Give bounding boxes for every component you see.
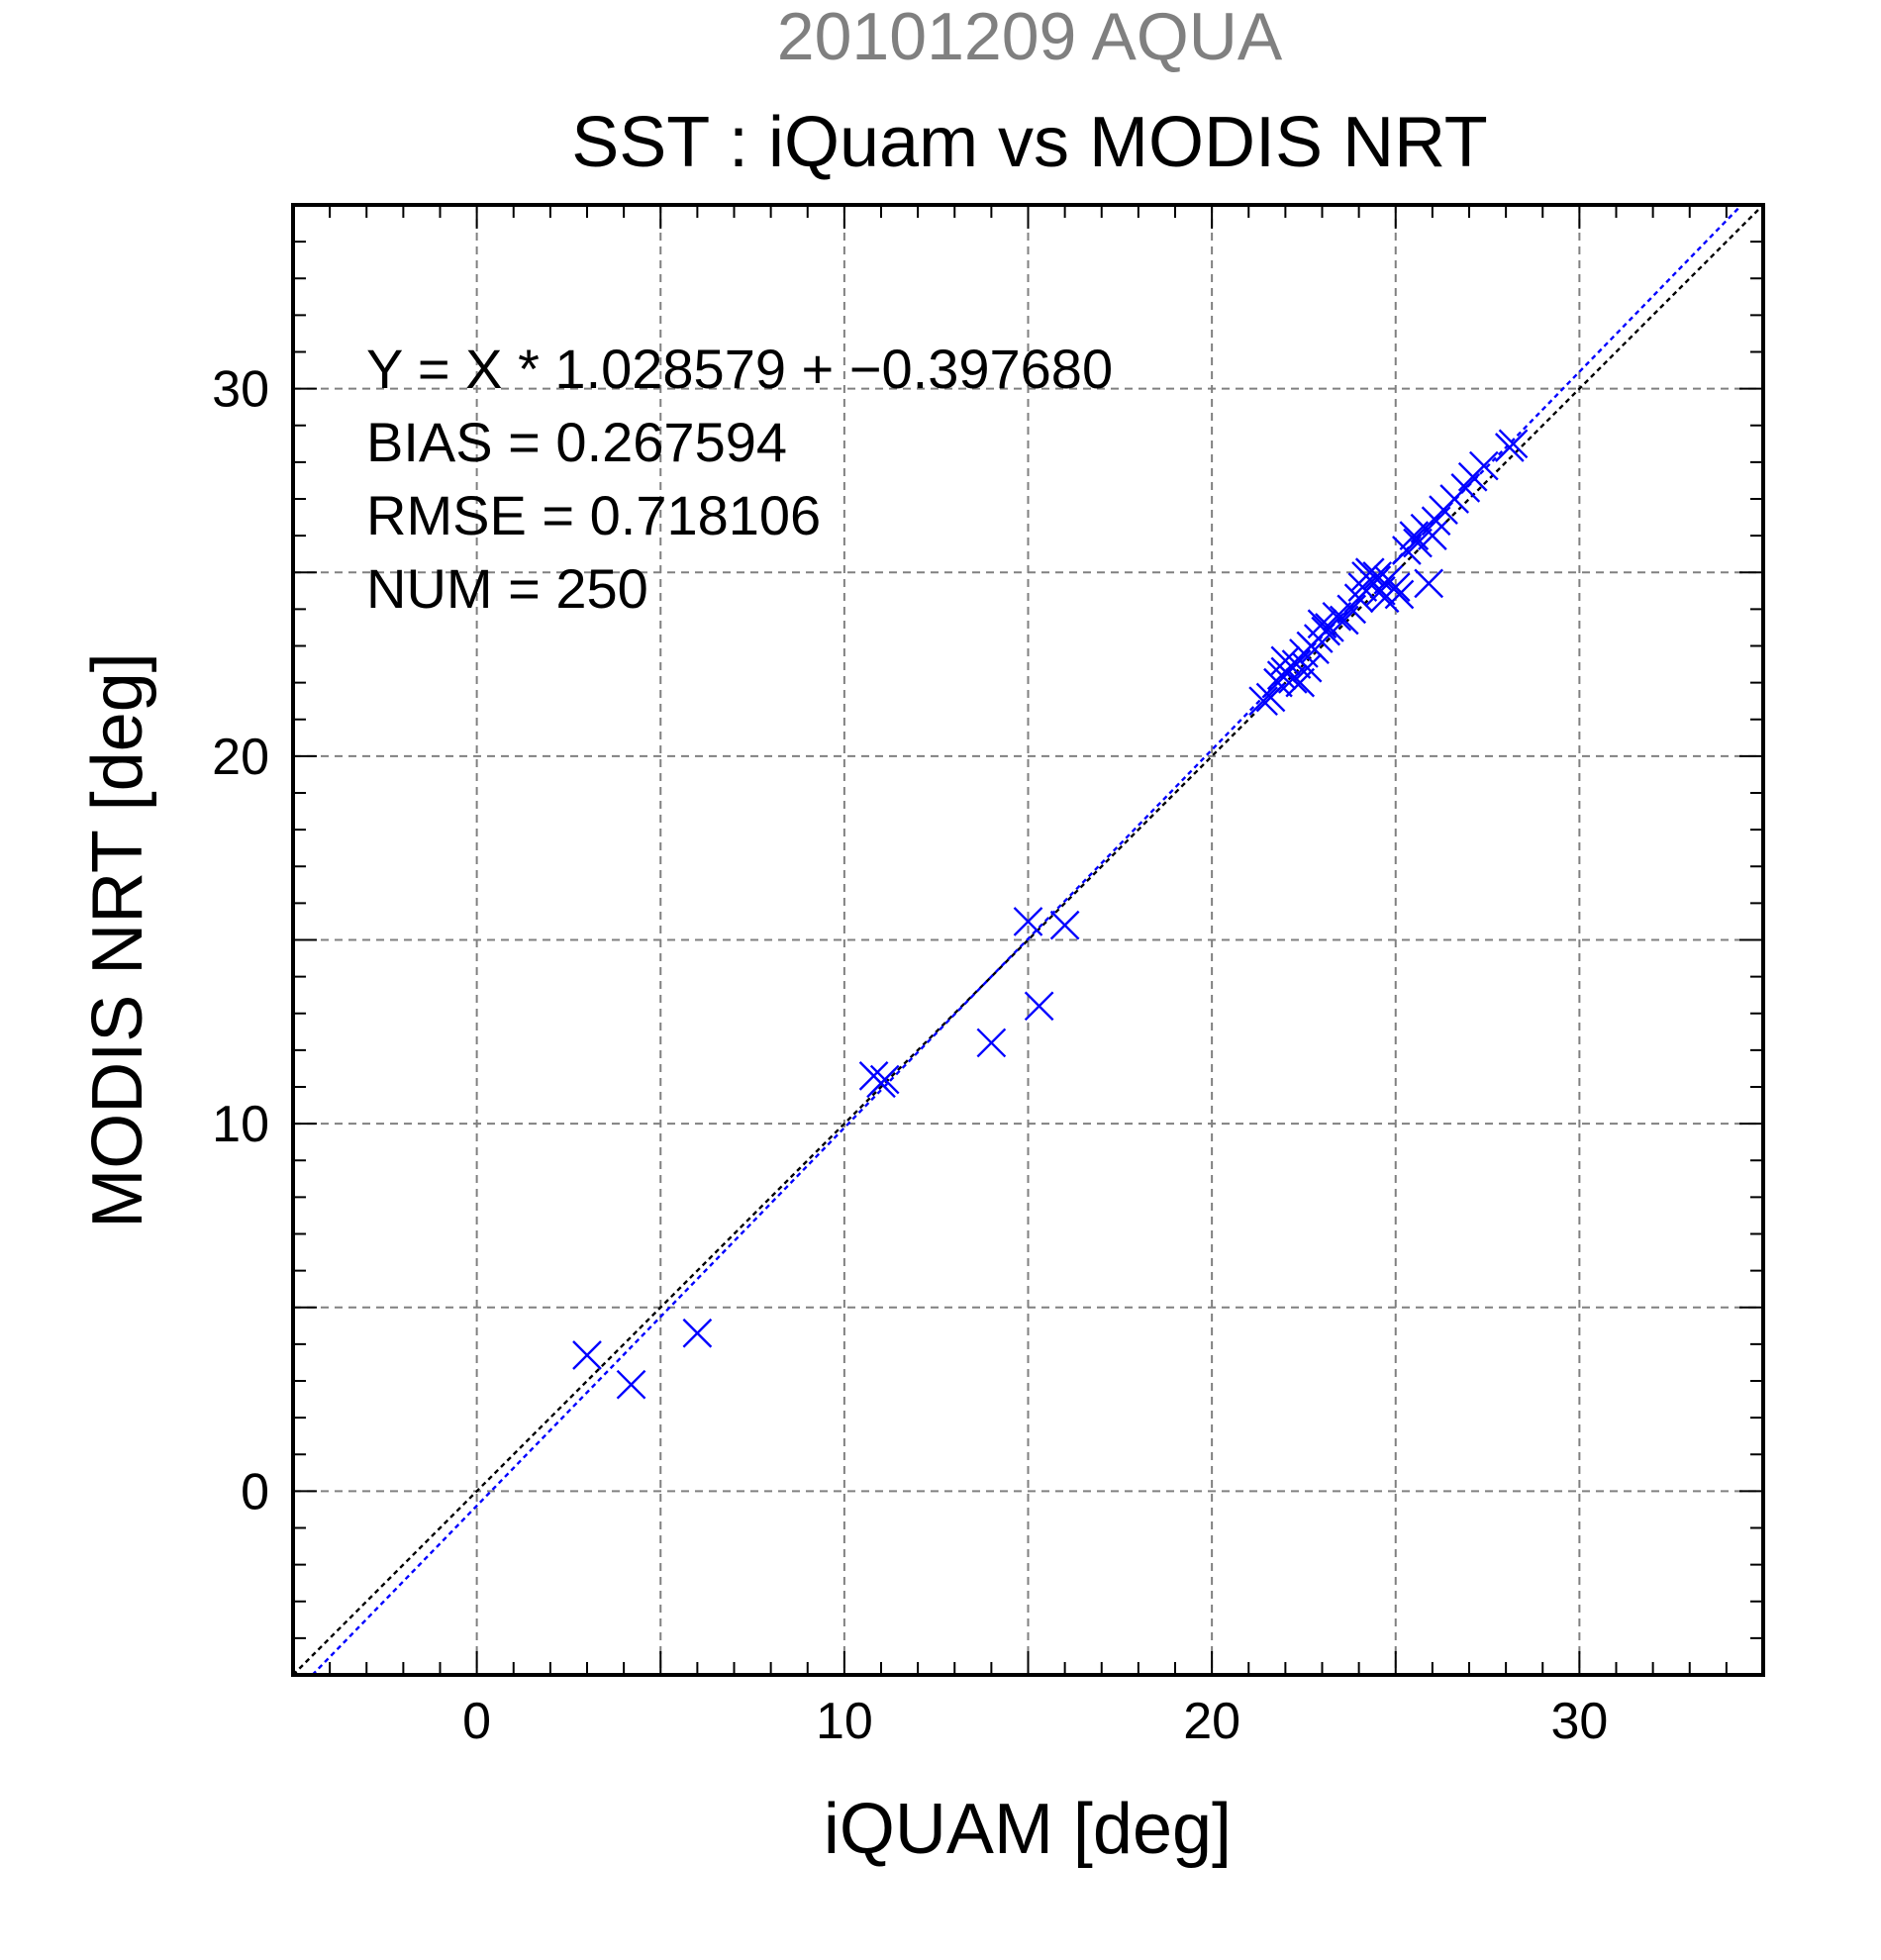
data-point: [1248, 686, 1278, 717]
data-point: [976, 1028, 1007, 1058]
regression-equation: Y = X * 1.028579 + −0.397680: [366, 338, 1113, 400]
data-point: [1266, 660, 1297, 691]
data-point-stroke: [1285, 667, 1316, 698]
data-point-stroke: [1322, 601, 1352, 632]
data-point-stroke: [1013, 907, 1043, 936]
regression-line: [311, 204, 1743, 1676]
stats-annotation: Y = X * 1.028579 + −0.397680 BIAS = 0.26…: [366, 338, 1113, 620]
data-point: [1322, 601, 1352, 632]
num-value: NUM = 250: [366, 557, 648, 620]
data-point-stroke: [1369, 583, 1400, 614]
data-point-stroke: [1498, 429, 1529, 459]
data-point: [572, 1340, 602, 1370]
data-point: [1285, 667, 1316, 698]
data-point-stroke: [1469, 450, 1499, 481]
data-point-stroke: [1024, 991, 1054, 1022]
rmse-value: RMSE = 0.718106: [366, 484, 821, 546]
data-point: [1013, 907, 1043, 936]
x-axis-label: iQUAM [deg]: [824, 1790, 1232, 1869]
y-tick-label: 20: [212, 729, 269, 786]
y-tick-label: 10: [212, 1096, 269, 1153]
data-points: [572, 429, 1529, 1400]
y-tick-label: 0: [241, 1463, 269, 1520]
data-point: [1300, 635, 1330, 665]
data-point: [1255, 682, 1286, 713]
x-tick-label: 10: [816, 1693, 873, 1750]
tick-marks: [292, 204, 1764, 1676]
data-point: [1469, 450, 1499, 481]
data-point: [1024, 991, 1054, 1022]
data-point: [1369, 583, 1400, 614]
data-point: [616, 1369, 646, 1400]
data-point-stroke: [1307, 609, 1337, 639]
x-tick-label: 30: [1550, 1693, 1608, 1750]
x-tick-label: 20: [1183, 1693, 1240, 1750]
data-point: [1049, 910, 1080, 940]
data-point: [1354, 557, 1385, 588]
data-point-stroke: [1248, 686, 1278, 717]
data-point-stroke: [616, 1369, 646, 1400]
x-tick-label: 0: [462, 1693, 491, 1750]
chart-title: SST : iQuam vs MODIS NRT: [571, 103, 1488, 182]
data-point: [682, 1318, 713, 1348]
y-tick-label: 30: [212, 361, 269, 419]
data-point-stroke: [1347, 572, 1378, 602]
data-point-stroke: [1403, 528, 1433, 558]
data-point-stroke: [1414, 568, 1444, 599]
data-point-stroke: [1266, 660, 1297, 691]
data-point-stroke: [976, 1028, 1007, 1058]
data-point: [1414, 568, 1444, 599]
chart-supertitle: 20101209 AQUA: [777, 0, 1283, 74]
data-point-stroke: [682, 1318, 713, 1348]
data-point: [1347, 572, 1378, 602]
data-point-stroke: [1049, 910, 1080, 940]
data-point: [869, 1064, 900, 1095]
data-point-stroke: [572, 1340, 602, 1370]
tick-labels: 0 10 20 30 0 10 20 30: [212, 361, 1608, 1750]
data-point-stroke: [1362, 561, 1393, 591]
data-point-stroke: [1354, 557, 1385, 588]
data-point: [1498, 429, 1529, 459]
y-axis-label: MODIS NRT [deg]: [78, 652, 157, 1228]
data-point-stroke: [1300, 635, 1330, 665]
bias-value: BIAS = 0.267594: [366, 411, 787, 473]
data-point-stroke: [1255, 682, 1286, 713]
data-point: [1403, 528, 1433, 558]
data-point-stroke: [1292, 652, 1323, 683]
data-point-stroke: [869, 1064, 900, 1095]
plot-frame: [291, 203, 1765, 1677]
